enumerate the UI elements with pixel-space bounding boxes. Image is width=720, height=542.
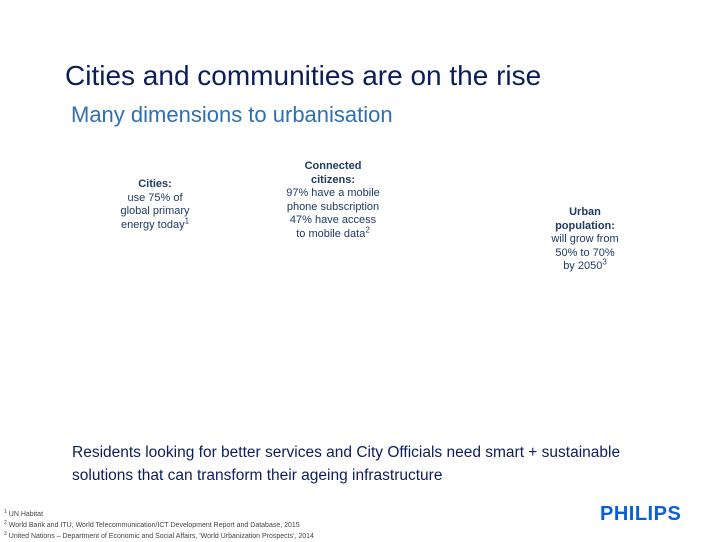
page-title: Cities and communities are on the rise (65, 60, 542, 91)
stat-urban-label: Urban population: (555, 206, 615, 232)
stat-connected-label: Connected citizens: (304, 160, 362, 186)
stat-urban-population: Urban population: will grow from 50% to … (535, 206, 635, 274)
stat-urban-ref: 3 (602, 257, 607, 267)
stat-connected-citizens: Connected citizens: 97% have a mobile ph… (268, 160, 398, 241)
stat-cities-label: Cities: (138, 178, 172, 190)
footnote-1: 1 UN Habitat (4, 508, 44, 518)
stat-urban-text: will grow from 50% to 70% by 20503 (551, 233, 619, 272)
footnote-3: 3 United Nations – Department of Economic… (4, 530, 314, 540)
footnote-2: 2 World Bank and ITU, World Telecommunica… (4, 519, 300, 529)
stat-cities: Cities: use 75% of global primary energy… (100, 178, 210, 232)
stat-cities-ref: 1 (184, 215, 190, 225)
stat-connected-ref: 2 (365, 224, 370, 234)
philips-logo: PHILIPS (600, 503, 682, 525)
footnotes: 1 UN Habitat 2 World Bank and ITU, World T… (4, 509, 474, 542)
stat-connected-text: 97% have a mobile phone subscription 47%… (286, 187, 380, 240)
page-subtitle: Many dimensions to urbanisation (71, 102, 393, 127)
conclusion-text: Residents looking for better services an… (72, 444, 621, 484)
stat-cities-text: use 75% of global primary energy today1 (120, 191, 190, 231)
